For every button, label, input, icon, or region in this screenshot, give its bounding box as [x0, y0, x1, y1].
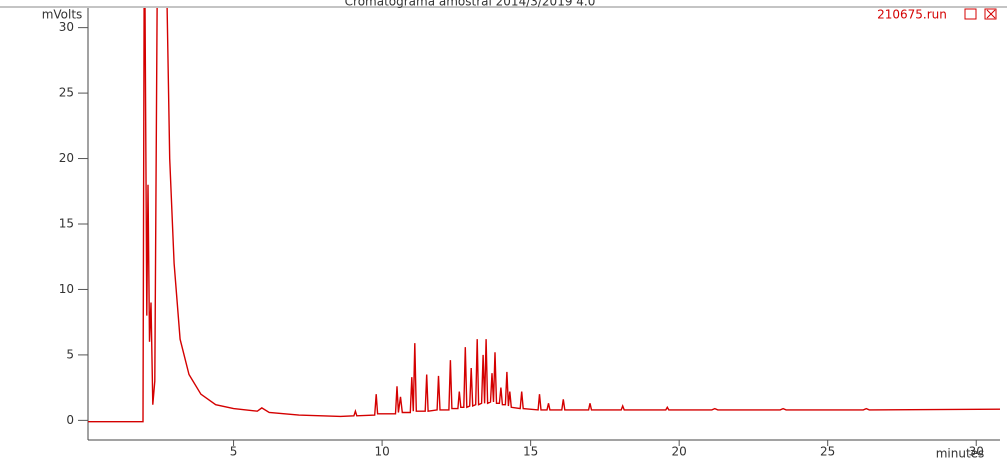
run-label: 210675.run — [877, 8, 947, 22]
chromatogram-line — [88, 8, 1000, 423]
close-icon — [986, 9, 996, 19]
y-tick-label: 15 — [59, 217, 74, 231]
y-axis-label: mVolts — [42, 8, 83, 22]
y-tick-label: 30 — [59, 20, 74, 34]
x-tick-label: 25 — [820, 445, 835, 459]
y-tick-label: 25 — [59, 86, 74, 100]
chart-title: Cromatograma amostral 2014/3/2019 4.0 — [345, 0, 596, 9]
y-tick-label: 20 — [59, 151, 74, 165]
x-tick-label: 10 — [374, 445, 389, 459]
close-button[interactable] — [984, 8, 997, 20]
x-tick-label: 20 — [672, 445, 687, 459]
x-tick-label: 5 — [230, 445, 238, 459]
x-tick-label: 15 — [523, 445, 538, 459]
y-tick-label: 0 — [66, 413, 74, 427]
x-axis-label: minutes — [936, 447, 985, 461]
y-tick-label: 5 — [66, 347, 74, 361]
window-button[interactable] — [964, 8, 977, 20]
x-tick-label: 30 — [969, 445, 984, 459]
y-tick-label: 10 — [59, 282, 74, 296]
